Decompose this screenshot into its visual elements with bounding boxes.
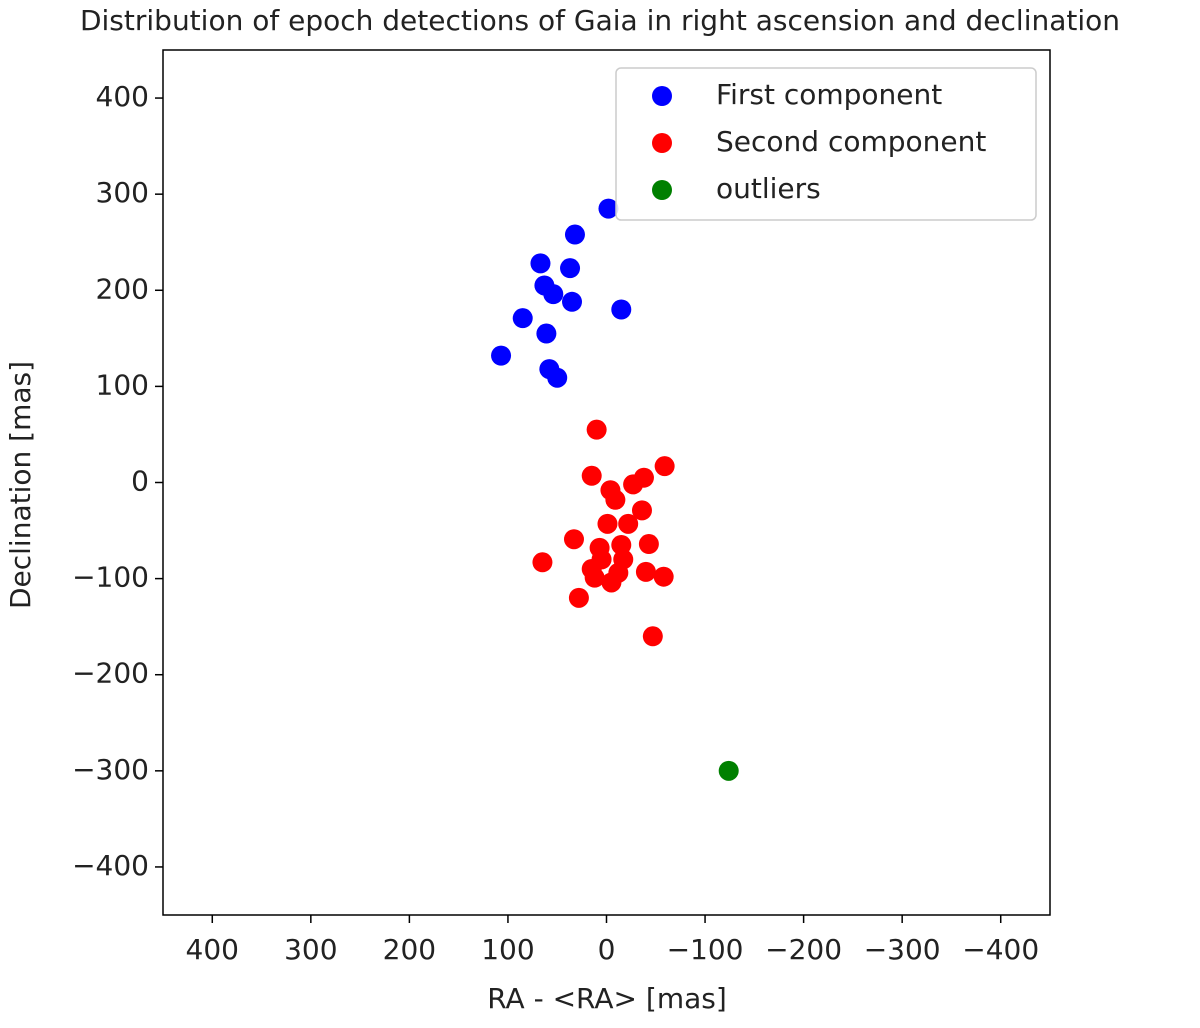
x-tick-label: 200 — [383, 933, 436, 966]
scatter-point — [597, 513, 618, 534]
legend-marker — [652, 180, 672, 200]
scatter-point — [611, 299, 632, 320]
x-tick-label: 400 — [186, 933, 239, 966]
scatter-point — [536, 323, 557, 344]
scatter-point — [512, 308, 533, 329]
x-tick-label: −100 — [667, 933, 744, 966]
legend-frame — [615, 67, 1037, 221]
legend-label: First component — [716, 78, 942, 111]
y-tick-label: 400 — [96, 80, 149, 113]
chart-title: Distribution of epoch detections of Gaia… — [80, 4, 1120, 37]
y-tick-label: 100 — [96, 368, 149, 401]
scatter-point — [638, 534, 659, 555]
scatter-point — [564, 224, 585, 245]
x-tick-label: 100 — [481, 933, 534, 966]
scatter-point — [586, 419, 607, 440]
legend-label: Second component — [716, 125, 986, 158]
scatter-point — [491, 345, 512, 366]
scatter-point — [547, 367, 568, 388]
scatter-point — [623, 474, 644, 495]
legend-label: outliers — [716, 172, 821, 205]
legend-marker — [652, 86, 672, 106]
scatter-point — [653, 566, 674, 587]
scatter-point — [560, 258, 581, 279]
scatter-point — [530, 253, 551, 274]
y-tick-label: 300 — [96, 176, 149, 209]
scatter-point — [532, 552, 553, 573]
x-tick-label: 300 — [284, 933, 337, 966]
x-tick-label: −200 — [765, 933, 842, 966]
y-tick-label: −100 — [72, 561, 149, 594]
scatter-point — [642, 626, 663, 647]
x-tick-label: −400 — [962, 933, 1039, 966]
y-tick-label: −200 — [72, 657, 149, 690]
scatter-point — [654, 456, 675, 477]
scatter-point — [598, 198, 619, 219]
scatter-point — [581, 465, 602, 486]
scatter-point — [631, 500, 652, 521]
scatter-point — [563, 529, 584, 550]
y-axis-label: Declination [mas] — [4, 361, 37, 609]
y-tick-label: −400 — [72, 849, 149, 882]
x-tick-label: 0 — [598, 933, 616, 966]
legend-marker — [652, 133, 672, 153]
y-tick-label: 200 — [96, 272, 149, 305]
scatter-point — [568, 587, 589, 608]
scatter-point — [635, 561, 656, 582]
scatter-point — [601, 572, 622, 593]
x-tick-label: −300 — [864, 933, 941, 966]
scatter-point — [718, 760, 739, 781]
x-axis-label: RA - <RA> [mas] — [487, 982, 727, 1015]
scatter-point — [562, 291, 583, 312]
scatter-point — [543, 284, 564, 305]
y-tick-label: 0 — [131, 465, 149, 498]
scatter-point — [605, 489, 626, 510]
scatter-point — [584, 567, 605, 588]
scatter-point — [618, 513, 639, 534]
y-tick-label: −300 — [72, 753, 149, 786]
